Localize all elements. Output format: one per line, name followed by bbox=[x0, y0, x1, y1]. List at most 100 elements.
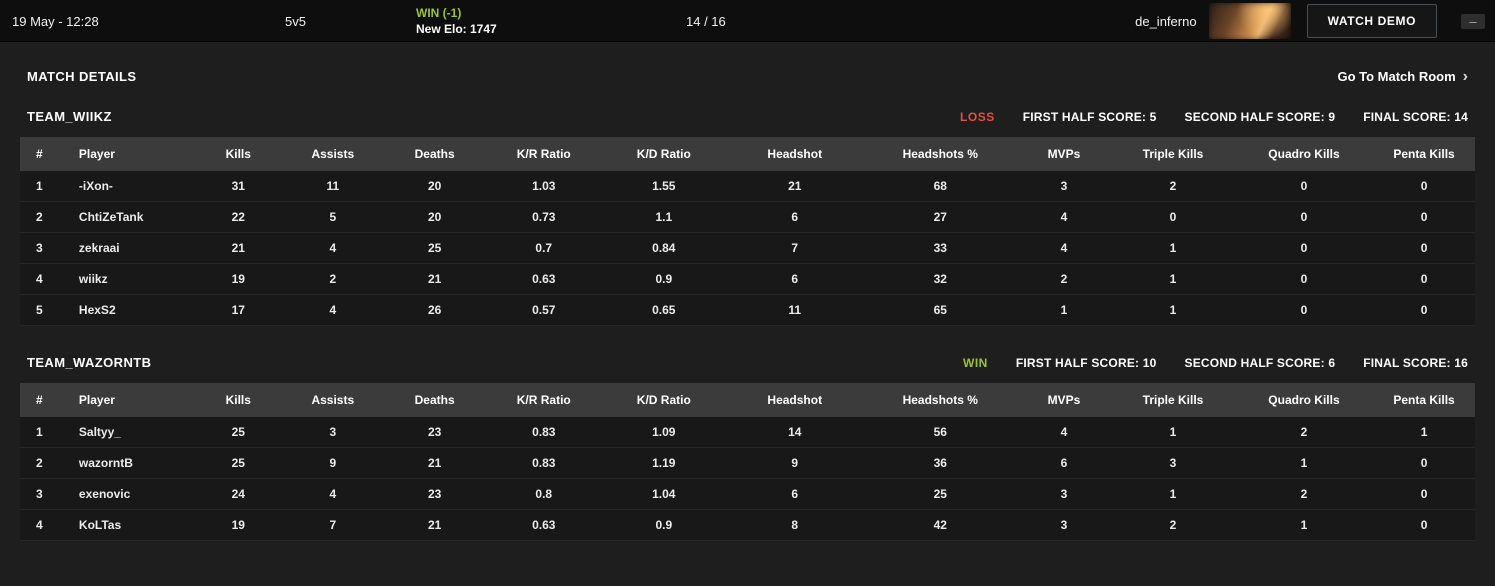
chevron-right-icon: › bbox=[1462, 67, 1468, 85]
stat-cell: 3 bbox=[1111, 447, 1235, 479]
row-index: 2 bbox=[20, 447, 71, 479]
stat-cell: 20 bbox=[383, 201, 486, 233]
player-name[interactable]: Saltyy_ bbox=[70, 417, 195, 448]
go-to-match-room-label: Go To Match Room bbox=[1337, 69, 1456, 84]
stat-cell: 0.63 bbox=[485, 509, 602, 541]
stats-table-body: 1 Saltyy_ 25 3 23 0.83 1.09 14 56 4 1 2 1 2 wazorntB 25… bbox=[20, 417, 1475, 541]
player-name[interactable]: KoLTas bbox=[70, 509, 195, 541]
stats-table-head-row: # Player Kills Assists Deaths K/R Ratio K/D Ra… bbox=[20, 137, 1475, 171]
stat-cell: 0 bbox=[1234, 201, 1374, 233]
stat-cell: 23 bbox=[383, 417, 486, 448]
column-header: Kills bbox=[194, 137, 282, 171]
stat-cell: 25 bbox=[863, 478, 1017, 510]
column-header: Deaths bbox=[383, 383, 486, 417]
column-header: Deaths bbox=[383, 137, 486, 171]
player-name[interactable]: wazorntB bbox=[70, 447, 195, 479]
stat-cell: 21 bbox=[725, 171, 864, 202]
stat-cell: 2 bbox=[1234, 478, 1374, 510]
player-row: 4 wiikz 19 2 21 0.63 0.9 6 32 2 1 0 0 bbox=[20, 263, 1475, 295]
stat-cell: 0.8 bbox=[485, 478, 602, 510]
stat-cell: 27 bbox=[863, 201, 1017, 233]
team-header: TEAM_WAZORNTB WIN FIRST HALF SCORE: 10 SE… bbox=[27, 355, 1468, 370]
stats-table-head-row: # Player Kills Assists Deaths K/R Ratio K/D Ra… bbox=[20, 383, 1475, 417]
stat-cell: 0 bbox=[1234, 263, 1374, 295]
column-header: # bbox=[20, 137, 71, 171]
stat-cell: 25 bbox=[194, 447, 282, 479]
stat-cell: 0.63 bbox=[485, 263, 602, 295]
player-name[interactable]: zekraai bbox=[70, 232, 195, 264]
player-name[interactable]: wiikz bbox=[70, 263, 195, 295]
stat-cell: 0 bbox=[1373, 232, 1475, 264]
team-name: TEAM_WIIKZ bbox=[27, 109, 112, 124]
go-to-match-room-link[interactable]: Go To Match Room › bbox=[1337, 67, 1468, 85]
stat-cell: 4 bbox=[1016, 232, 1112, 264]
column-header: Headshots % bbox=[863, 137, 1017, 171]
row-index: 5 bbox=[20, 294, 71, 326]
stat-cell: 1.03 bbox=[485, 171, 602, 202]
stat-cell: 21 bbox=[194, 232, 282, 264]
stat-cell: 1 bbox=[1234, 447, 1374, 479]
stat-cell: 3 bbox=[1016, 509, 1112, 541]
column-header: K/R Ratio bbox=[485, 383, 602, 417]
stat-cell: 24 bbox=[194, 478, 282, 510]
stat-cell: 2 bbox=[1111, 509, 1235, 541]
stat-cell: 0 bbox=[1373, 201, 1475, 233]
player-name[interactable]: exenovic bbox=[70, 478, 195, 510]
stat-cell: 56 bbox=[863, 417, 1017, 448]
team-score-line: LOSS FIRST HALF SCORE: 5 SECOND HALF SCOR… bbox=[960, 110, 1468, 124]
collapse-button[interactable]: – bbox=[1461, 13, 1485, 29]
column-header: Assists bbox=[281, 137, 384, 171]
stat-cell: 22 bbox=[194, 201, 282, 233]
player-name[interactable]: -iXon- bbox=[70, 171, 195, 202]
stat-cell: 7 bbox=[725, 232, 864, 264]
match-mode: 5v5 bbox=[285, 13, 306, 29]
column-header: Penta Kills bbox=[1373, 137, 1475, 171]
player-name[interactable]: HexS2 bbox=[70, 294, 195, 326]
stat-cell: 2 bbox=[1016, 263, 1112, 295]
stat-cell: 0 bbox=[1373, 447, 1475, 479]
stat-cell: 21 bbox=[383, 447, 486, 479]
stat-cell: 1 bbox=[1111, 263, 1235, 295]
column-header: MVPs bbox=[1016, 137, 1112, 171]
stat-cell: 6 bbox=[1016, 447, 1112, 479]
row-index: 3 bbox=[20, 478, 71, 510]
stat-cell: 6 bbox=[725, 478, 864, 510]
column-header: K/D Ratio bbox=[601, 383, 726, 417]
stat-cell: 1 bbox=[1111, 232, 1235, 264]
team-stats-table: # Player Kills Assists Deaths K/R Ratio K/D Ra… bbox=[20, 137, 1475, 326]
player-name[interactable]: ChtiZeTank bbox=[70, 201, 195, 233]
stat-cell: 0 bbox=[1373, 171, 1475, 202]
team-score-summary: FIRST HALF SCORE: 5 SECOND HALF SCORE: 9 F… bbox=[1023, 110, 1468, 124]
watch-demo-button[interactable]: WATCH DEMO bbox=[1306, 4, 1437, 38]
match-score: 14 / 16 bbox=[686, 13, 726, 29]
team-score-summary: FIRST HALF SCORE: 10 SECOND HALF SCORE: 6… bbox=[1016, 356, 1468, 370]
stat-cell: 2 bbox=[1111, 171, 1235, 202]
player-row: 5 HexS2 17 4 26 0.57 0.65 11 65 1 1 0 0 bbox=[20, 294, 1475, 326]
stat-cell: 11 bbox=[725, 294, 864, 326]
row-index: 1 bbox=[20, 417, 71, 448]
stat-cell: 0.73 bbox=[485, 201, 602, 233]
stat-cell: 1.04 bbox=[601, 478, 726, 510]
stat-cell: 0.83 bbox=[485, 417, 602, 448]
team-section: TEAM_WAZORNTB WIN FIRST HALF SCORE: 10 SE… bbox=[20, 355, 1475, 541]
stat-cell: 1 bbox=[1111, 417, 1235, 448]
stat-cell: 42 bbox=[863, 509, 1017, 541]
team-result-badge: WIN bbox=[963, 355, 988, 370]
stat-cell: 1 bbox=[1016, 294, 1112, 326]
stat-cell: 26 bbox=[383, 294, 486, 326]
column-header: Quadro Kills bbox=[1234, 137, 1374, 171]
row-index: 4 bbox=[20, 263, 71, 295]
stat-cell: 0.9 bbox=[601, 509, 726, 541]
stat-cell: 1.19 bbox=[601, 447, 726, 479]
stat-cell: 7 bbox=[281, 509, 384, 541]
column-header: # bbox=[20, 383, 71, 417]
stat-cell: 0.65 bbox=[601, 294, 726, 326]
match-result: WIN (-1) bbox=[416, 6, 462, 20]
stat-cell: 1 bbox=[1234, 509, 1374, 541]
column-header: K/R Ratio bbox=[485, 137, 602, 171]
stat-cell: 0 bbox=[1234, 294, 1374, 326]
stat-cell: 4 bbox=[281, 232, 384, 264]
match-result-block: WIN (-1) New Elo: 1747 bbox=[416, 0, 497, 42]
stat-cell: 19 bbox=[194, 263, 282, 295]
column-header: Headshot bbox=[725, 137, 864, 171]
